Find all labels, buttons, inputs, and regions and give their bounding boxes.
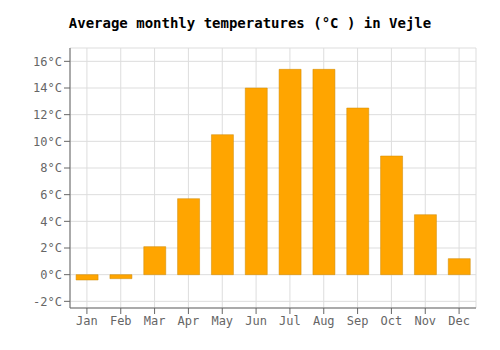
svg-text:Feb: Feb: [110, 314, 132, 328]
svg-text:Mar: Mar: [144, 314, 166, 328]
svg-text:10°C: 10°C: [33, 135, 62, 149]
svg-text:Jul: Jul: [279, 314, 301, 328]
svg-text:14°C: 14°C: [33, 81, 62, 95]
svg-text:8°C: 8°C: [40, 161, 62, 175]
svg-text:4°C: 4°C: [40, 215, 62, 229]
svg-text:Nov: Nov: [414, 314, 436, 328]
svg-text:Jan: Jan: [76, 314, 98, 328]
svg-text:12°C: 12°C: [33, 108, 62, 122]
svg-text:16°C: 16°C: [33, 55, 62, 69]
svg-text:May: May: [211, 314, 233, 328]
svg-text:Oct: Oct: [381, 314, 403, 328]
svg-text:2°C: 2°C: [40, 241, 62, 255]
svg-text:Sep: Sep: [347, 314, 369, 328]
svg-text:Apr: Apr: [178, 314, 200, 328]
html-text:Average monthly temperatures (: Average monthly temperatures (°C ) in Ve…: [68, 15, 432, 31]
svg-text:Jun: Jun: [245, 314, 267, 328]
svg-text:Dec: Dec: [448, 314, 470, 328]
svg-text:-2°C: -2°C: [33, 295, 62, 309]
svg-text:6°C: 6°C: [40, 188, 62, 202]
svg-text:Aug: Aug: [313, 314, 335, 328]
svg-text:0°C: 0°C: [40, 268, 62, 282]
